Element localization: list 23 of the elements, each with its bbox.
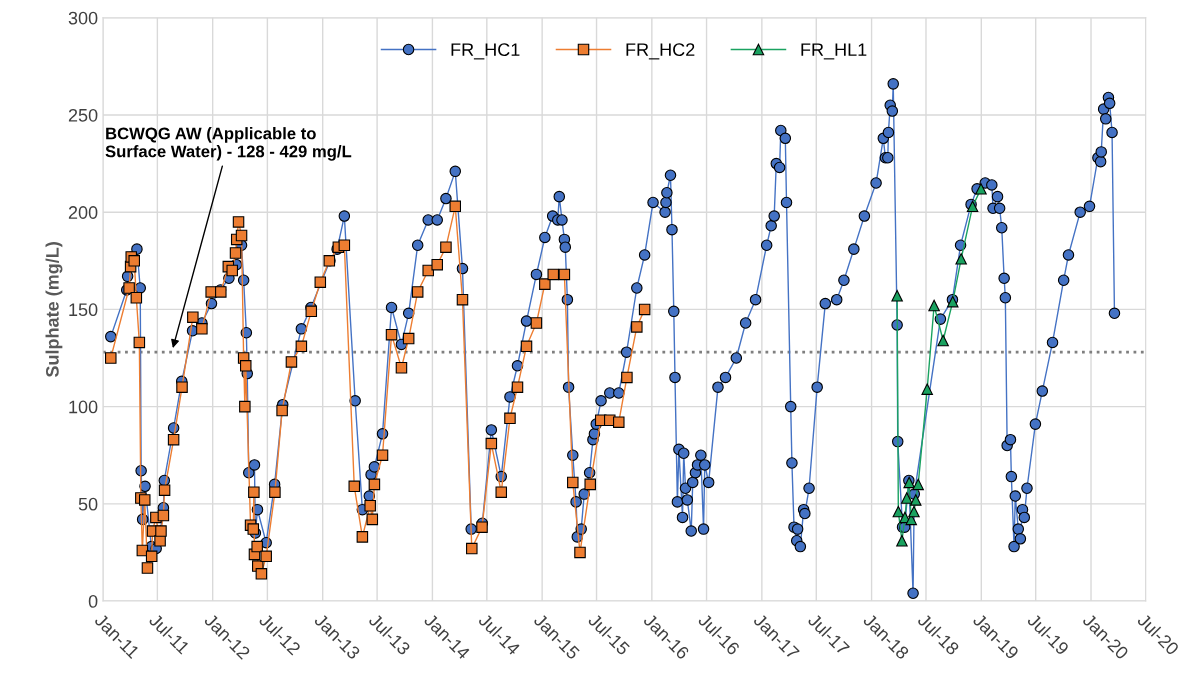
y-tick-label: 0 <box>88 594 98 608</box>
y-tick-label: 300 <box>68 11 98 25</box>
point <box>937 334 949 347</box>
legend-label: FR_HC1 <box>451 43 520 60</box>
legend-label: FR_HC2 <box>626 43 695 60</box>
point <box>921 383 933 395</box>
point <box>928 299 940 312</box>
y-tick-label: 100 <box>69 400 98 414</box>
point <box>891 290 903 302</box>
legend-label: FR_HL1 <box>801 43 867 60</box>
point <box>912 478 924 491</box>
point <box>900 492 913 504</box>
y-tick-label: 200 <box>68 206 98 219</box>
point <box>975 183 987 195</box>
point <box>896 535 908 547</box>
y-tick-label: 150 <box>69 303 98 317</box>
point <box>910 494 922 506</box>
y-axis-title: Sulphate (mg/L) <box>45 242 63 378</box>
annotation: BCWQG AW (Applicable to Surface Water) - 128 - 429 mg/L <box>105 127 352 161</box>
y-tick-label: 50 <box>78 497 98 511</box>
point <box>908 505 920 518</box>
point <box>955 253 967 265</box>
y-tick-label: 250 <box>68 108 98 122</box>
